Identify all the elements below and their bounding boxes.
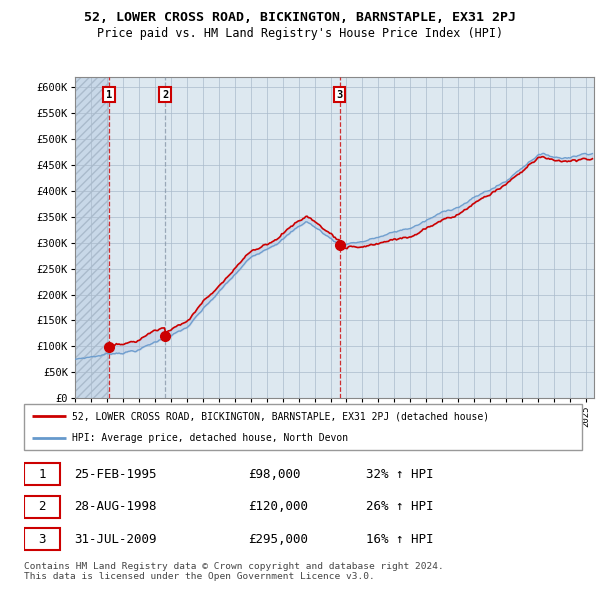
FancyBboxPatch shape [24, 528, 61, 550]
Text: 31-JUL-2009: 31-JUL-2009 [74, 533, 157, 546]
Bar [75, 77, 109, 398]
Text: 1: 1 [38, 468, 46, 481]
Text: HPI: Average price, detached house, North Devon: HPI: Average price, detached house, Nort… [71, 433, 348, 443]
FancyBboxPatch shape [24, 463, 61, 486]
Text: £295,000: £295,000 [248, 533, 308, 546]
Text: Contains HM Land Registry data © Crown copyright and database right 2024.
This d: Contains HM Land Registry data © Crown c… [24, 562, 444, 581]
FancyBboxPatch shape [24, 496, 61, 518]
Text: Price paid vs. HM Land Registry's House Price Index (HPI): Price paid vs. HM Land Registry's House … [97, 27, 503, 40]
Text: 16% ↑ HPI: 16% ↑ HPI [366, 533, 434, 546]
Text: 32% ↑ HPI: 32% ↑ HPI [366, 468, 434, 481]
Text: 26% ↑ HPI: 26% ↑ HPI [366, 500, 434, 513]
Text: £120,000: £120,000 [248, 500, 308, 513]
Text: 52, LOWER CROSS ROAD, BICKINGTON, BARNSTAPLE, EX31 2PJ (detached house): 52, LOWER CROSS ROAD, BICKINGTON, BARNST… [71, 411, 489, 421]
Text: 52, LOWER CROSS ROAD, BICKINGTON, BARNSTAPLE, EX31 2PJ: 52, LOWER CROSS ROAD, BICKINGTON, BARNST… [84, 11, 516, 24]
Text: 2: 2 [38, 500, 46, 513]
Text: 2: 2 [162, 90, 169, 100]
Text: 25-FEB-1995: 25-FEB-1995 [74, 468, 157, 481]
Text: 1: 1 [106, 90, 112, 100]
Text: 3: 3 [38, 533, 46, 546]
FancyBboxPatch shape [24, 404, 582, 450]
Text: 28-AUG-1998: 28-AUG-1998 [74, 500, 157, 513]
Text: £98,000: £98,000 [248, 468, 301, 481]
Text: 3: 3 [337, 90, 343, 100]
